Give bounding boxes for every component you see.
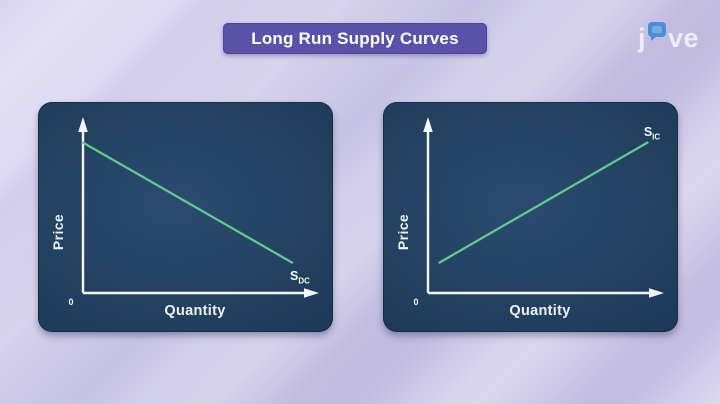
y-axis-arrow-icon [423, 117, 433, 132]
logo-letters-ve: ve [667, 23, 699, 53]
price-axis-label: Price [50, 213, 66, 251]
x-axis-arrow-icon [304, 288, 319, 298]
chart-panel-right: Price Quantity 0 SIC [383, 102, 678, 332]
speech-bubble-icon [647, 18, 667, 48]
chart-panel-left: Price Quantity 0 SDC [38, 102, 333, 332]
supply-curve-label-sic: SIC [643, 124, 661, 142]
right-plot [423, 117, 664, 298]
logo-letter-j: j [637, 23, 646, 53]
supply-curve [438, 141, 649, 264]
jove-logo: j ve [638, 19, 699, 53]
supply-curve-label-sdc: SDC [290, 268, 310, 286]
slide-title: Long Run Supply Curves [251, 28, 459, 48]
left-plot [78, 117, 319, 298]
quantity-axis-label: Quantity [164, 303, 226, 319]
quantity-axis-label: Quantity [509, 303, 571, 319]
origin-label: 0 [68, 297, 74, 307]
title-banner: Long Run Supply Curves [223, 23, 487, 54]
price-axis-label: Price [395, 213, 411, 251]
origin-label: 0 [413, 297, 419, 307]
x-axis-arrow-icon [649, 288, 664, 298]
supply-curve [81, 141, 294, 264]
y-axis-arrow-icon [78, 117, 88, 132]
